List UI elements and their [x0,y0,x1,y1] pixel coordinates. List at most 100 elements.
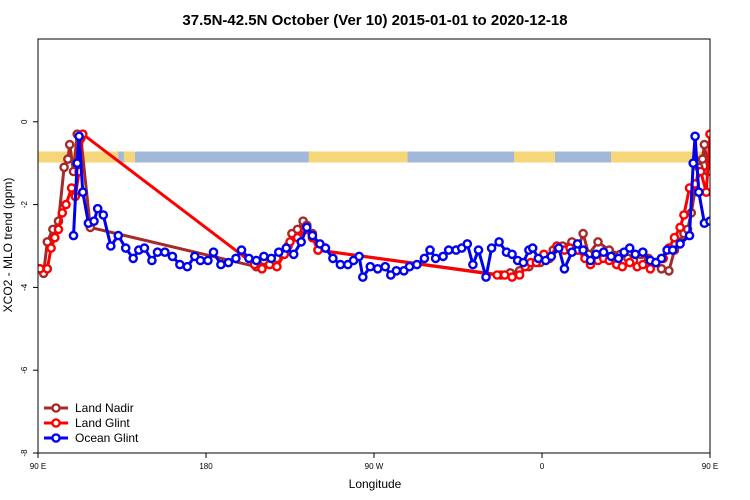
ocean-glint-point [251,255,262,266]
ocean-glint-point [468,259,478,270]
ocean-glint-point [160,247,170,257]
land-glint-point [46,243,56,253]
ocean-glint-point [559,263,570,274]
ocean-glint-point [273,247,284,257]
ocean-glint-point [266,253,277,264]
ocean-glint-point [320,243,331,253]
land-nadir-point [712,135,719,142]
ocean-glint-point [638,247,648,257]
ocean-glint-point [98,210,109,220]
land-nadir-point [593,237,603,247]
land-glint-point [669,232,680,243]
land-glint-point [61,199,71,210]
land-nadir-point [664,265,674,276]
ocean-glint-point [216,259,226,270]
y-tick-label: 0 [20,119,29,124]
land-glint-point [499,270,510,280]
land-nadir-point [64,139,75,150]
legend-swatch-marker [51,433,61,443]
ocean-glint-point [92,203,103,214]
x-tick-label: 90 E [30,462,46,471]
ocean-glint-point [624,243,635,253]
ocean-glint-point [425,245,435,255]
land-glint-point [38,264,45,274]
ocean-glint-point [567,247,577,257]
y-tick-label: -2 [20,200,29,208]
x-axis-label: Longitude [349,477,402,491]
legend-label: Ocean Glint [75,431,139,445]
land-nadir-point [292,224,303,235]
ocean-glint-point [606,251,616,262]
land-glint-point [617,261,628,272]
ocean-glint-point [518,257,529,268]
land-ocean-strip [38,151,710,163]
land-nadir-point [578,228,588,239]
land-glint-point [50,232,60,243]
land-glint-point [257,263,267,274]
ocean-glint-point [667,245,678,255]
ocean-glint-point [354,251,364,262]
legend-item-land-glint: Land Glint [44,416,130,430]
x-tick-label: 90 W [365,462,384,471]
ocean-glint-point [675,239,685,249]
land-glint-point [675,222,685,233]
land-glint-point [272,261,282,272]
ocean-glint-point [106,241,116,251]
ocean-glint-point [391,265,402,276]
ocean-glint-point [443,245,454,255]
land-glint-point [492,270,503,280]
ocean-glint-point [688,158,699,168]
y-axis: 0 -2 -4 -6 -8 [20,119,38,457]
ocean-glint-point [182,261,193,272]
ocean-glint-point [223,257,234,268]
ocean-glint-point [494,237,504,247]
ocean-glint-point [281,243,292,253]
ocean-glint-point [74,131,84,142]
ocean-glint-point [175,259,185,270]
ocean-glint-point [167,251,178,262]
ocean-glint-point [462,239,473,249]
legend-label: Land Glint [75,416,130,430]
land-glint-point [701,187,710,197]
ocean-glint-point [613,253,624,264]
ocean-glint-point [72,158,82,168]
ocean-glint-point [147,255,157,266]
chart-title: 37.5N-42.5N October (Ver 10) 2015-01-01 … [182,12,567,29]
y-tick-label: -6 [20,366,29,374]
ocean-glint-point [139,243,150,253]
legend-item-ocean-glint: Ocean Glint [44,431,139,445]
y-tick-label: -8 [20,449,29,457]
ocean-glint-point [572,239,583,249]
ocean-glint-point [288,249,299,260]
ocean-glint-point [335,259,346,270]
ocean-glint-point [404,261,415,272]
ocean-glint-point [113,230,124,241]
x-tick-label: 90 E [702,462,718,471]
y-axis-label: XCO2 - MLO trend (ppm) [1,178,15,313]
ocean-glint-point [630,249,641,260]
ocean-glint-point [591,249,601,260]
ocean-glint-point [120,243,131,253]
ocean-glint-point [195,255,206,266]
land-glint-point [66,183,77,193]
legend-swatch-marker [51,403,61,413]
ocean-glint-point [296,237,307,247]
land-glint-point [624,257,635,268]
ocean-glint-point [533,253,544,264]
ocean-glint-point [690,131,700,142]
land-glint-point [705,129,710,139]
land-band [611,151,707,163]
land-glint-point [514,270,525,280]
ocean-glint-point [656,253,667,264]
ocean-glint-point [208,247,219,257]
land-nadir-point [63,154,73,164]
ocean-glint-series [68,131,710,282]
land-nadir-point [721,224,728,231]
ocean-glint-point [203,255,213,266]
ocean-glint-point [259,251,269,262]
land-glint-point [638,259,648,270]
ocean-glint-point [598,247,609,257]
legend-item-land-nadir: Land Nadir [44,401,134,415]
land-glint-point [679,210,689,220]
